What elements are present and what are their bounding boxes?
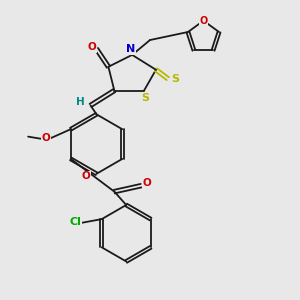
- Text: N: N: [126, 44, 135, 54]
- Text: H: H: [76, 98, 85, 107]
- Text: O: O: [142, 178, 151, 188]
- Text: O: O: [42, 133, 50, 143]
- Text: S: S: [171, 74, 179, 84]
- Text: O: O: [82, 171, 91, 181]
- Text: Cl: Cl: [69, 217, 81, 227]
- Text: O: O: [200, 16, 208, 26]
- Text: S: S: [142, 93, 149, 103]
- Text: O: O: [88, 43, 96, 52]
